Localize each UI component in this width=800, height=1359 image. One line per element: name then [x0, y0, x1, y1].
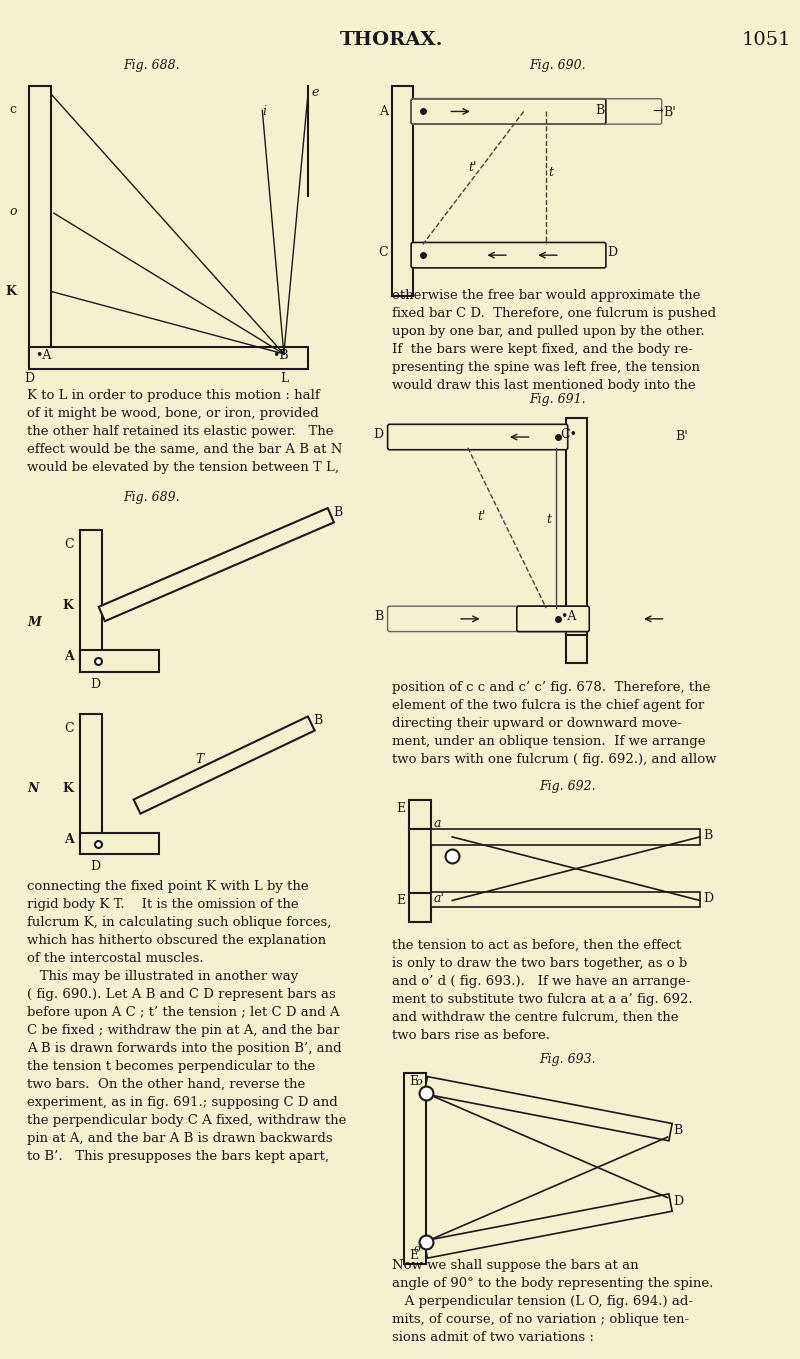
- Bar: [430, 829, 700, 845]
- Text: otherwise the free bar would approximate the
fixed bar C D.  Therefore, one fulc: otherwise the free bar would approximate…: [391, 289, 716, 393]
- Text: M: M: [27, 616, 42, 629]
- Bar: [430, 892, 700, 908]
- Text: E: E: [409, 1075, 418, 1089]
- FancyBboxPatch shape: [411, 99, 606, 124]
- Text: t: t: [548, 166, 553, 179]
- Bar: [566, 419, 587, 639]
- Text: N: N: [27, 783, 38, 795]
- Text: K: K: [6, 285, 17, 299]
- Text: 1051: 1051: [742, 31, 791, 49]
- Bar: [404, 1074, 426, 1264]
- Bar: [98, 508, 334, 621]
- Text: •A: •A: [560, 610, 576, 622]
- Bar: [30, 86, 51, 364]
- Text: •B: •B: [272, 349, 289, 361]
- Bar: [566, 636, 587, 663]
- Text: K: K: [62, 599, 74, 613]
- FancyBboxPatch shape: [388, 424, 568, 450]
- Text: t': t': [478, 511, 486, 523]
- Bar: [80, 833, 158, 855]
- Bar: [134, 716, 314, 814]
- Text: K to L in order to produce this motion : half
of it might be wood, bone, or iron: K to L in order to produce this motion :…: [27, 389, 342, 474]
- Text: Fig. 692.: Fig. 692.: [539, 780, 596, 794]
- Text: C: C: [64, 722, 74, 734]
- Text: Now we shall suppose the bars at an
angle of 90° to the body representing the sp: Now we shall suppose the bars at an angl…: [391, 1260, 713, 1344]
- Text: i: i: [262, 105, 266, 118]
- Text: Fig. 691.: Fig. 691.: [530, 393, 586, 406]
- Text: C•: C•: [560, 428, 577, 442]
- Text: connecting the fixed point K with L by the
rigid body K T.    It is the omission: connecting the fixed point K with L by t…: [27, 879, 346, 1163]
- Text: K: K: [62, 783, 74, 795]
- FancyBboxPatch shape: [411, 242, 606, 268]
- Text: L: L: [280, 371, 288, 385]
- Text: o: o: [416, 1078, 422, 1087]
- Text: B': B': [664, 106, 676, 118]
- Text: Fig. 688.: Fig. 688.: [123, 58, 180, 72]
- Bar: [424, 1076, 672, 1140]
- Text: the tension to act as before, then the effect
is only to draw the two bars toget: the tension to act as before, then the e…: [391, 939, 692, 1041]
- Text: a': a': [434, 892, 445, 905]
- FancyBboxPatch shape: [517, 606, 590, 632]
- Text: D: D: [25, 371, 34, 385]
- Text: B: B: [314, 713, 322, 727]
- Text: E: E: [396, 894, 406, 906]
- Text: D: D: [90, 678, 100, 690]
- Text: E: E: [396, 802, 406, 814]
- Text: T: T: [196, 753, 204, 766]
- Text: o': o': [413, 1243, 423, 1253]
- Text: a: a: [434, 817, 441, 830]
- Text: •A: •A: [35, 349, 52, 361]
- Bar: [80, 530, 102, 662]
- Text: A: A: [64, 833, 74, 847]
- Bar: [80, 713, 102, 845]
- Text: →: →: [652, 105, 662, 118]
- Bar: [409, 799, 430, 829]
- Text: E: E: [409, 1249, 418, 1263]
- Text: D: D: [674, 1195, 683, 1208]
- Text: THORAX.: THORAX.: [340, 31, 443, 49]
- Text: c: c: [10, 103, 17, 116]
- Text: D: D: [702, 892, 713, 905]
- Bar: [409, 893, 430, 921]
- Text: Fig. 689.: Fig. 689.: [123, 491, 180, 504]
- Text: Fig. 693.: Fig. 693.: [539, 1053, 596, 1065]
- Text: o: o: [9, 205, 17, 219]
- Text: B: B: [674, 1124, 682, 1137]
- Text: A: A: [378, 105, 388, 118]
- Text: t: t: [546, 514, 551, 526]
- Text: B: B: [702, 829, 712, 843]
- Text: position of c c and c’ c’ fig. 678.  Therefore, the
element of the two fulcra is: position of c c and c’ c’ fig. 678. Ther…: [391, 681, 716, 766]
- Text: C: C: [64, 538, 74, 550]
- Bar: [30, 347, 308, 368]
- Text: Fig. 690.: Fig. 690.: [530, 58, 586, 72]
- Text: B': B': [675, 431, 688, 443]
- Text: t': t': [468, 162, 476, 174]
- Text: C: C: [378, 246, 388, 260]
- Text: B: B: [374, 610, 384, 622]
- Bar: [424, 1195, 672, 1258]
- Bar: [80, 650, 158, 671]
- Text: D: D: [90, 860, 100, 874]
- Bar: [391, 86, 413, 296]
- Text: B: B: [333, 507, 342, 519]
- Text: D: D: [607, 246, 617, 260]
- Text: D: D: [374, 428, 384, 442]
- Text: B: B: [595, 103, 604, 117]
- Text: A: A: [64, 650, 74, 663]
- Text: e: e: [311, 86, 318, 99]
- Bar: [409, 829, 430, 893]
